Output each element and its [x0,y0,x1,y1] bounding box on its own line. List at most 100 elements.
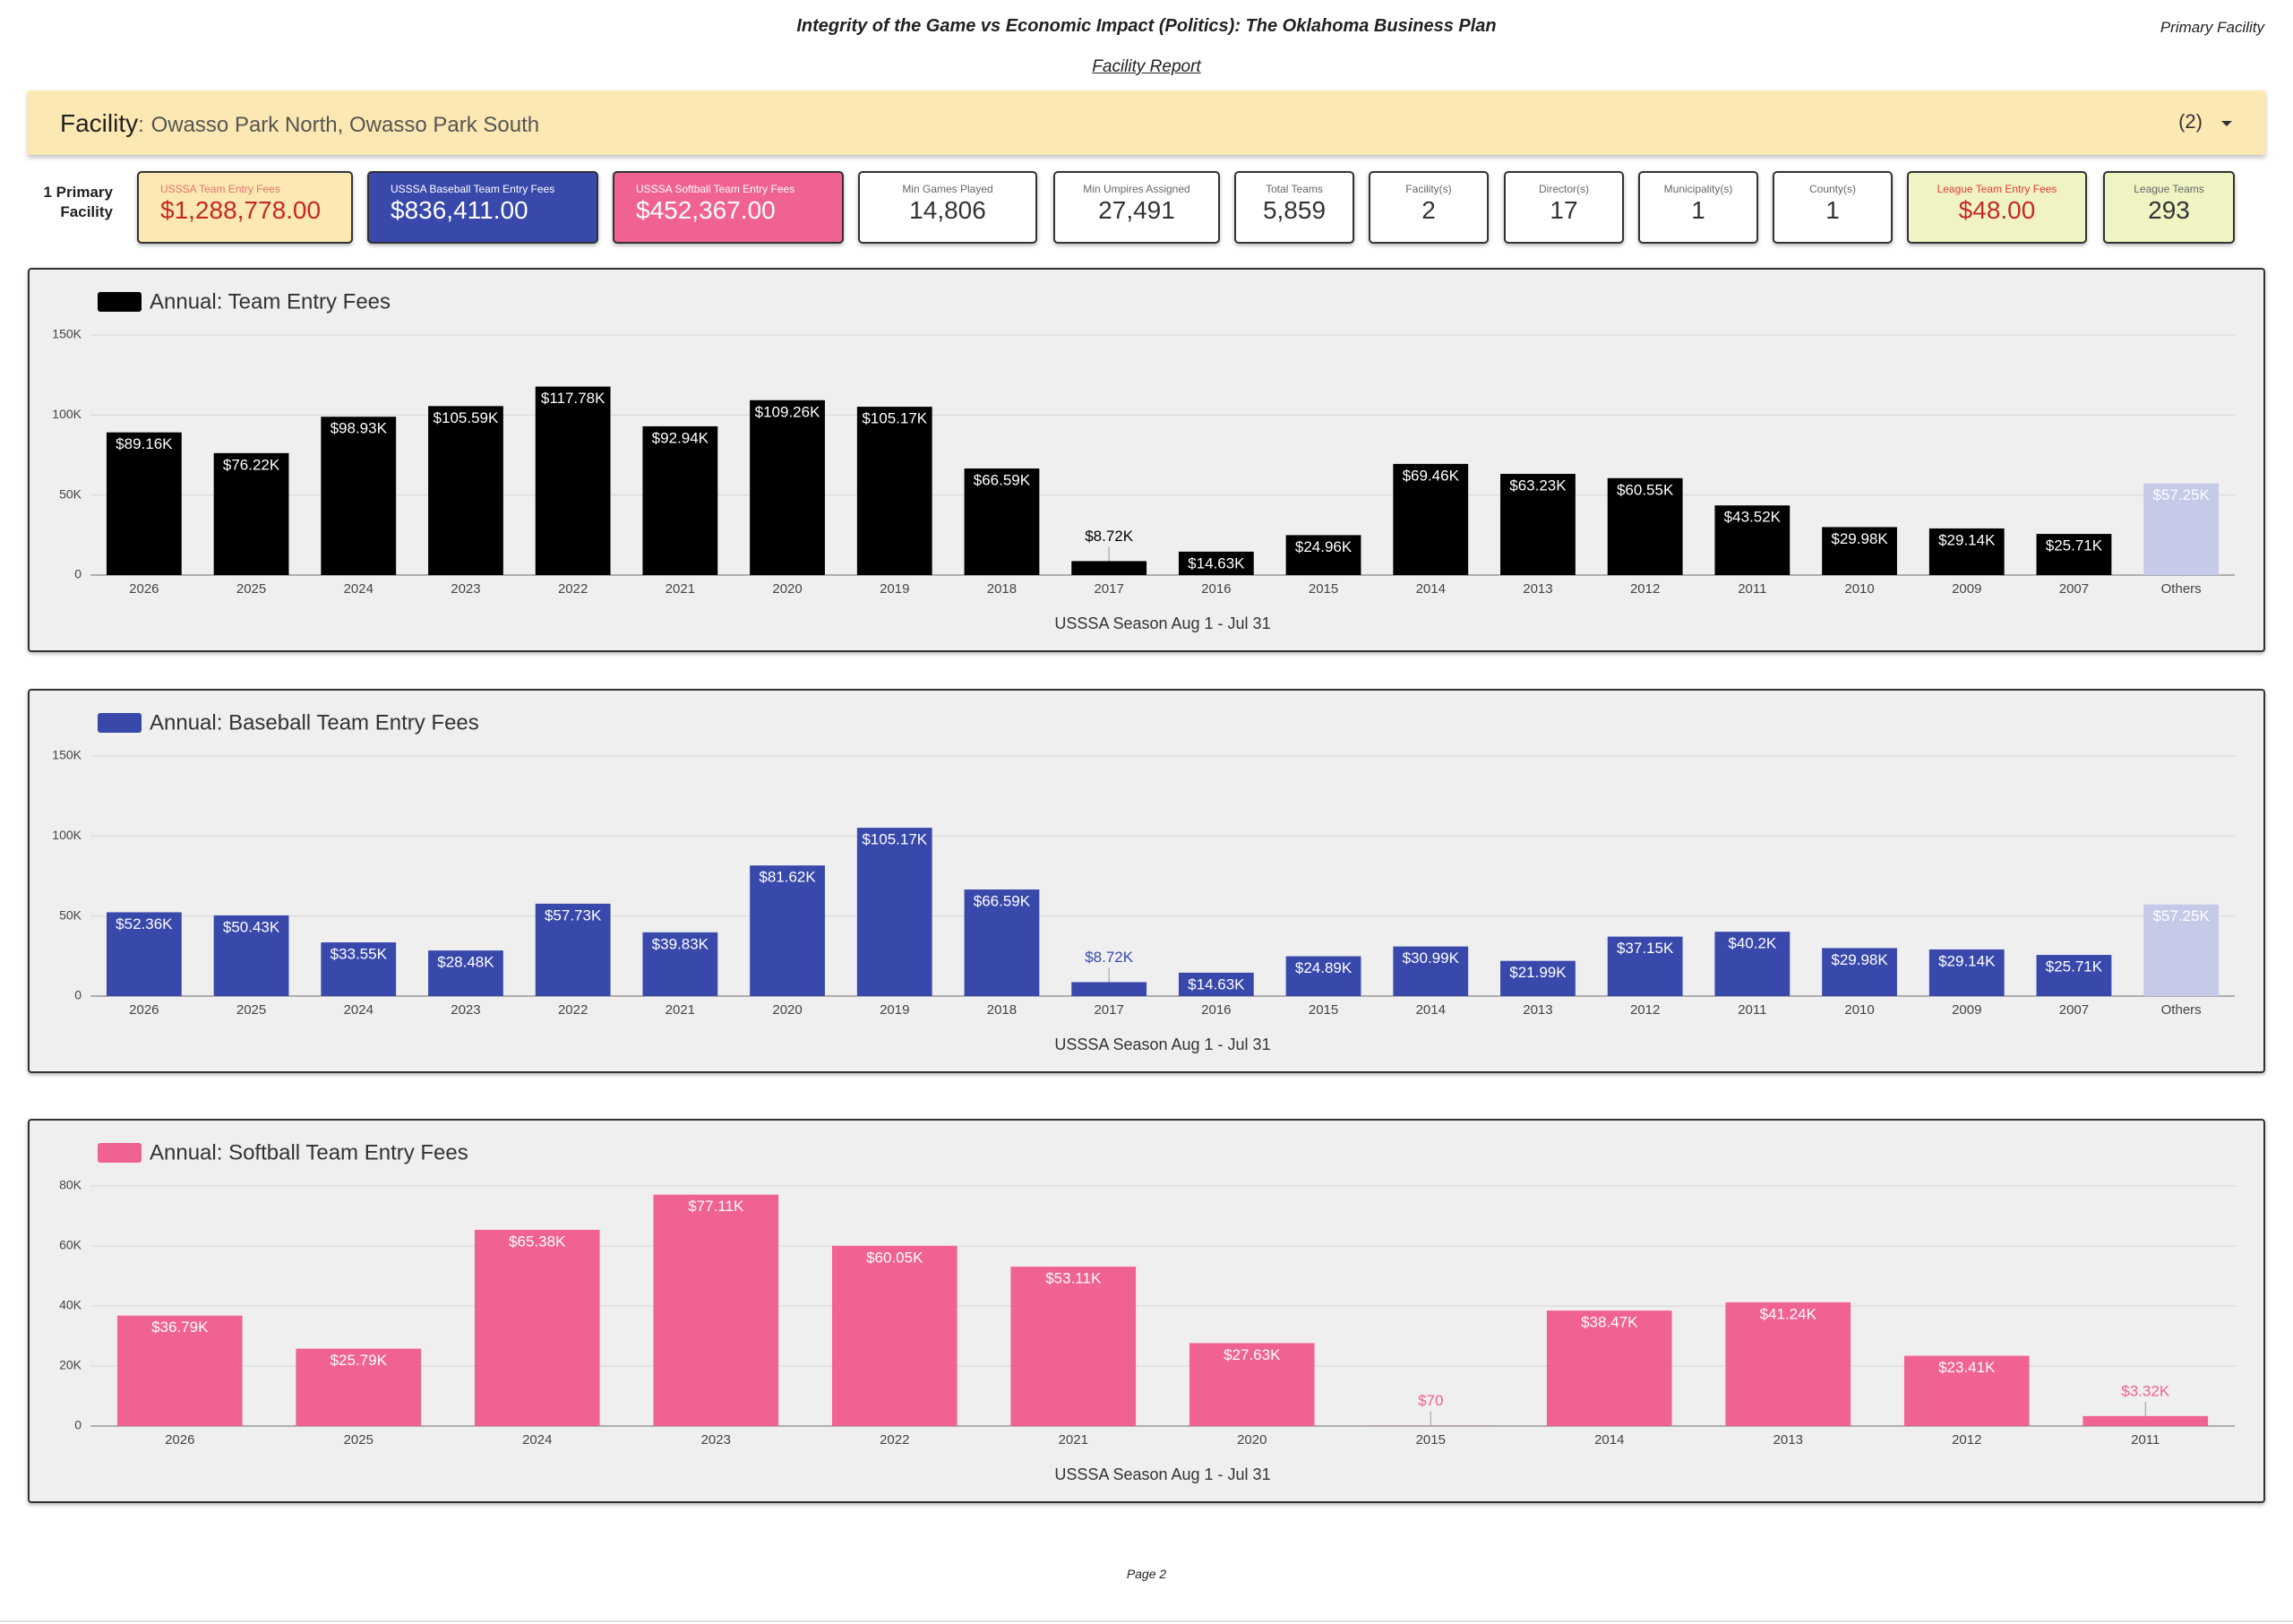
bar [1178,551,1254,575]
report-subtitle[interactable]: Facility Report [1092,57,1201,76]
y-tick-label: 0 [74,1418,82,1432]
x-tick-label: 2018 [987,1002,1017,1018]
value-label: $60.05K [866,1249,923,1266]
value-label: $3.32K [2121,1382,2170,1399]
kpi-value: 2 [1421,196,1436,224]
x-tick-label: 2014 [1416,581,1446,597]
x-tick-label: 2016 [1201,581,1231,597]
value-label: $25.71K [2046,537,2103,554]
kpi-label: Facility(s) [1405,183,1452,195]
facility-filter-text: Facility: Owasso Park North, Owasso Park… [60,109,539,138]
kpi-label: USSSA Team Entry Fees [160,183,280,195]
x-tick-label: 2010 [1844,1002,1874,1018]
kpi-value: $1,288,778.00 [160,196,322,224]
x-tick-label: 2022 [558,581,588,597]
chart-panel: 0 50K 100K 150K USSSA Season Aug 1 - Jul 31 A… [28,689,2265,1073]
x-tick-label: 2018 [987,581,1017,597]
kpi-card: Min Games Played 14,806 [858,171,1037,244]
x-tick-label: 2023 [451,581,480,597]
kpi-label: Municipality(s) [1663,183,1733,195]
bar [296,1348,422,1426]
x-tick-label: Others [2161,1002,2202,1018]
x-tick-label: 2013 [1523,1002,1552,1018]
x-axis-title: USSSA Season Aug 1 - Jul 31 [1054,1035,1270,1053]
bar [1928,949,2005,996]
x-tick-label: 2015 [1416,1432,1446,1448]
bar [1903,1355,2030,1426]
kpi-value: 14,806 [909,196,986,224]
legend-label: Annual: Baseball Team Entry Fees [150,710,479,735]
value-label: $117.78K [541,390,605,407]
kpi-label: USSSA Softball Team Entry Fees [636,183,795,195]
chart-panel: 0 20K 40K 60K 80K USSSA Season Aug 1 - Jul 31… [28,1119,2265,1503]
x-tick-label: 2022 [880,1432,909,1448]
value-label: $70 [1418,1392,1443,1409]
kpi-value: $48.00 [1958,196,2036,224]
bar [1393,946,1469,996]
bar [321,417,397,575]
bar [321,942,397,996]
bar [856,828,932,996]
value-label: $89.16K [116,435,173,452]
facility-label: Facility [60,109,139,137]
kpi-card: USSSA Baseball Team Entry Fees $836,411.0… [367,171,598,244]
kpi-label: Min Games Played [902,183,993,195]
bar [2143,483,2220,575]
kpi-card: USSSA Team Entry Fees $1,288,778.00 [137,171,353,244]
bar [428,950,503,996]
bar [964,468,1040,575]
bar [1725,1302,1851,1426]
kpi-card: Min Umpires Assigned 27,491 [1053,171,1220,244]
dropdown-arrow[interactable] [2220,119,2233,128]
chart: 0 50K 100K 150K USSSA Season Aug 1 - Jul 31 A… [52,289,2235,632]
x-tick-label: 2026 [129,581,159,597]
value-label: $14.63K [1188,554,1245,571]
value-label: $29.98K [1831,951,1888,968]
bar [428,406,503,575]
value-label: $25.79K [331,1352,388,1369]
x-tick-label: 2024 [344,1002,374,1018]
kpi-card: Facility(s) 2 [1369,171,1489,244]
kpi-label: County(s) [1808,183,1856,195]
x-tick-label: 2024 [344,581,374,597]
value-label: $52.36K [116,915,173,932]
value-label: $65.38K [509,1233,566,1250]
x-tick-label: 2020 [1237,1432,1267,1448]
facility-filter[interactable]: Facility: Owasso Park North, Owasso Park… [28,90,2265,155]
x-tick-label: 2009 [1952,581,1981,597]
bar [213,915,289,996]
kpi-value: $836,411.00 [391,196,528,224]
bar [1071,982,1147,996]
x-tick-label: 2023 [701,1432,731,1448]
bar [1822,948,1897,996]
bar [1500,960,1576,996]
value-label: $8.72K [1085,949,1134,966]
x-tick-label: 2025 [344,1432,374,1448]
bar [642,932,718,996]
value-label: $57.25K [2152,907,2210,924]
kpi-card: Total Teams 5,859 [1234,171,1354,244]
x-tick-label: 2013 [1523,581,1552,597]
value-label: $109.26K [755,403,820,420]
corner-label: Primary Facility [2160,19,2264,36]
bar [1071,561,1147,575]
facility-selection: Owasso Park North, Owasso Park South [150,113,540,137]
value-label: $37.15K [1617,940,1674,957]
value-label: $8.72K [1085,528,1134,545]
bar [1393,463,1469,575]
kpi-label: League Teams [2134,183,2204,195]
value-label: $36.79K [151,1319,209,1336]
chart: 0 20K 40K 60K 80K USSSA Season Aug 1 - Jul 31… [59,1140,2235,1483]
legend-swatch [98,713,142,733]
bar [653,1194,779,1426]
legend-swatch [98,292,142,312]
kpi-value: 1 [1691,196,1705,224]
y-tick-label: 100K [52,407,82,421]
chart: 0 50K 100K 150K USSSA Season Aug 1 - Jul 31 A… [52,710,2235,1053]
kpi-card: Director(s) 17 [1504,171,1624,244]
value-label: $50.43K [223,918,280,935]
bar [1010,1267,1137,1426]
value-label: $29.14K [1938,952,1996,969]
value-label: $30.99K [1403,949,1460,967]
